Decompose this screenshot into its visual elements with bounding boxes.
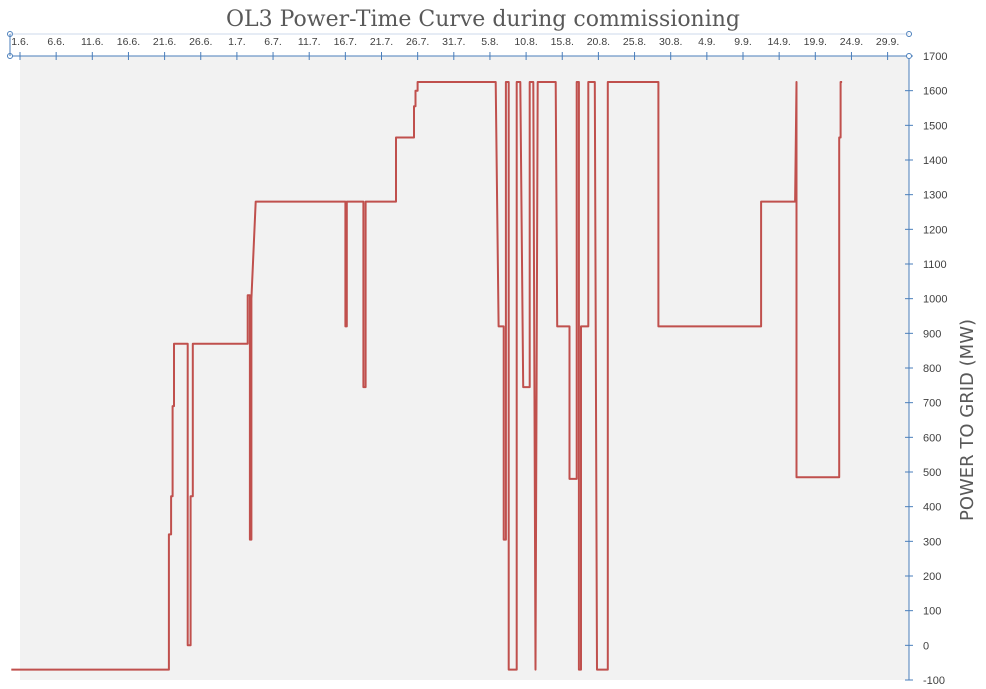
- y-tick-label: 1200: [923, 224, 947, 236]
- y-tick-label: 1500: [923, 120, 947, 132]
- x-tick-label: 20.8.: [587, 36, 610, 48]
- y-tick-label: 1700: [923, 51, 947, 63]
- series-line-0: [11, 81, 843, 671]
- x-tick-label: 11.6.: [81, 36, 104, 48]
- x-tick-label: 14.9.: [767, 36, 790, 48]
- x-tick-label: 15.8.: [551, 36, 574, 48]
- series-layer: [11, 81, 843, 671]
- selection-handle: [906, 53, 912, 59]
- x-tick-label: 29.9.: [876, 36, 899, 48]
- y-tick-label: 200: [923, 571, 941, 583]
- chart-title: OL3 Power-Time Curve during commissionin…: [226, 7, 740, 32]
- x-tick-label: 1.6.: [11, 36, 29, 48]
- x-tick-label: 21.7.: [370, 36, 393, 48]
- plot-area: [20, 56, 909, 680]
- y-tick-label: 1000: [923, 294, 947, 306]
- y-tick-label: 1300: [923, 190, 947, 202]
- y-tick-label: 800: [923, 363, 941, 375]
- y-tick-label: 700: [923, 398, 941, 410]
- x-tick-label: 26.6.: [189, 36, 212, 48]
- y-tick-label: 100: [923, 606, 941, 618]
- y-tick-label: 400: [923, 502, 941, 514]
- x-tick-label: 1.7.: [228, 36, 246, 48]
- x-tick-label: 5.8.: [481, 36, 499, 48]
- y-tick-label: 1100: [923, 259, 947, 271]
- y-tick-label: 500: [923, 467, 941, 479]
- selection-handles: [7, 31, 912, 59]
- x-tick-label: 21.6.: [153, 36, 176, 48]
- x-tick-label: 19.9.: [804, 36, 827, 48]
- x-tick-label: 26.7.: [406, 36, 429, 48]
- x-axis-ticks: 1.6. 6.6. 11.6. 16.6. 21.6. 26.6. 1.7. 6.7. 11.7…: [11, 36, 899, 60]
- y-axis-title: POWER TO GRID (MW): [957, 319, 978, 521]
- x-tick-label: 6.6.: [47, 36, 65, 48]
- y-tick-label: 1400: [923, 155, 947, 167]
- x-tick-label: 24.9.: [840, 36, 863, 48]
- x-tick-label: 6.7.: [264, 36, 282, 48]
- x-tick-label: 25.8.: [623, 36, 646, 48]
- x-tick-label: 10.8.: [514, 36, 537, 48]
- y-tick-label: 1600: [923, 86, 947, 98]
- x-tick-label: 16.6.: [117, 36, 140, 48]
- x-tick-label: 31.7.: [442, 36, 465, 48]
- x-tick-label: 30.8.: [659, 36, 682, 48]
- x-tick-label: 9.9.: [734, 36, 752, 48]
- y-tick-label: 600: [923, 432, 941, 444]
- x-tick-label: 4.9.: [698, 36, 716, 48]
- y-tick-label: -100: [923, 675, 945, 687]
- y-tick-label: 900: [923, 328, 941, 340]
- y-axis-ticks: -100 0 100 200 300 400 500 600 700 800 900 1000 1100…: [905, 51, 947, 687]
- x-tick-label: 11.7.: [298, 36, 321, 48]
- x-tick-label: 16.7.: [334, 36, 357, 48]
- y-tick-label: 0: [923, 640, 929, 652]
- y-tick-label: 300: [923, 536, 941, 548]
